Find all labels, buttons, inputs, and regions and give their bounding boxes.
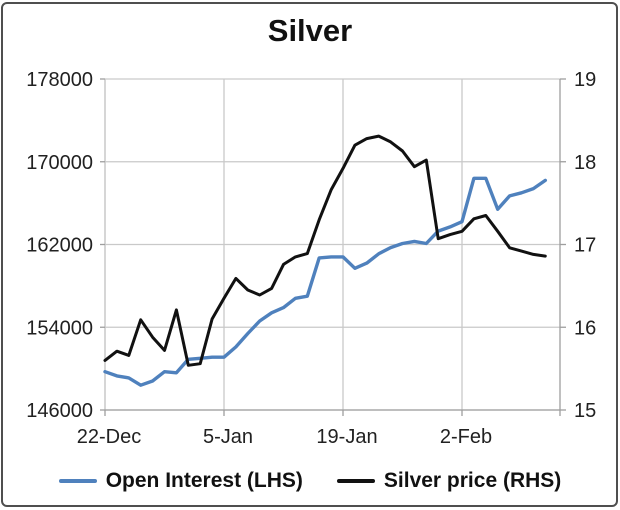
x-axis-tick-label: 19-Jan xyxy=(316,426,377,448)
left-axis-tick-label: 178000 xyxy=(26,69,93,91)
right-axis-tick-label: 16 xyxy=(574,317,596,339)
silver-price-line xyxy=(103,134,547,367)
x-axis-tick-label: 5-Jan xyxy=(203,426,253,448)
x-axis-tick-label: 22-Dec xyxy=(77,426,141,448)
right-axis-tick-label: 17 xyxy=(574,235,596,257)
open-interest-line xyxy=(103,176,547,387)
open-interest-legend-label: Open Interest (LHS) xyxy=(105,469,303,492)
x-axis-tick-label: 2-Feb xyxy=(440,426,492,448)
left-axis-tick-label: 146000 xyxy=(26,400,93,422)
chart-title: Silver xyxy=(267,13,353,48)
right-axis-tick-label: 18 xyxy=(574,152,596,174)
right-axis-tick-label: 15 xyxy=(574,400,596,422)
legend-item-open-interest: Open Interest (LHS) xyxy=(58,469,303,493)
right-axis-tick-label: 19 xyxy=(574,69,596,91)
left-axis-tick-label: 170000 xyxy=(26,152,93,174)
left-axis-tick-label: 154000 xyxy=(26,317,93,339)
open-interest-line-swatch xyxy=(58,479,97,483)
left-axis-tick-label: 162000 xyxy=(26,235,93,257)
legend-item-silver-price: Silver price (RHS) xyxy=(336,469,562,493)
silver-price-legend-label: Silver price (RHS) xyxy=(383,469,562,492)
silver-price-line-swatch xyxy=(336,479,375,483)
chart-legend: Open Interest (LHS) Silver price (RHS) xyxy=(0,463,620,499)
